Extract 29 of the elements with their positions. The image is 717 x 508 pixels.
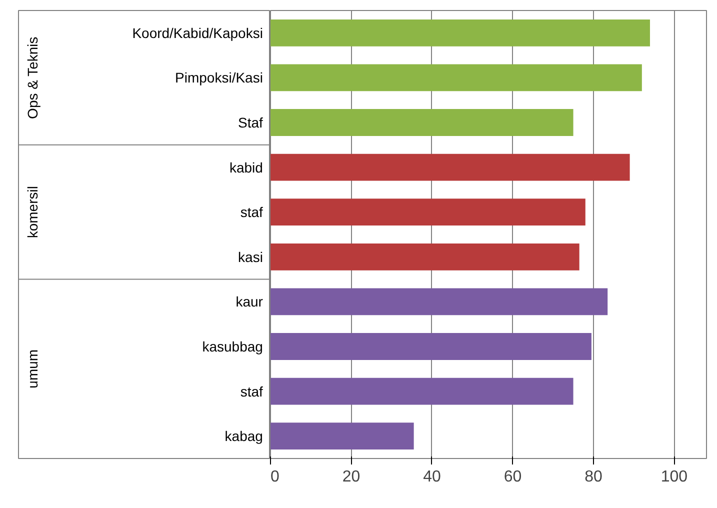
bar <box>270 422 414 450</box>
bar <box>270 243 580 270</box>
y-tick-label: kasubbag <box>202 338 263 354</box>
text: komersil <box>24 186 40 238</box>
x-tick-label: 20 <box>342 468 360 486</box>
y-tick-label: kabag <box>224 428 263 444</box>
y-tick-label: kasi <box>238 248 263 265</box>
bar <box>270 154 630 181</box>
text: Ops & Teknis <box>24 36 40 119</box>
bar <box>270 333 592 360</box>
y-tick-label: Pimpoksi/Kasi <box>175 70 263 86</box>
bar <box>270 198 586 226</box>
y-tick-label: staf <box>240 204 264 220</box>
bar <box>270 109 574 136</box>
x-tick-label: 40 <box>423 468 441 486</box>
y-tick-label: Staf <box>238 114 264 130</box>
bar <box>270 378 574 405</box>
y-tick-label: staf <box>240 383 264 400</box>
y-tick-label: Koord/Kabid/Kapoksi <box>132 24 263 41</box>
y-tick-label: kabid <box>229 159 263 176</box>
y-tick-label: kaur <box>236 294 264 310</box>
bar <box>270 288 608 316</box>
x-tick-label: 100 <box>660 468 688 486</box>
bar <box>270 64 642 92</box>
x-tick-label: 60 <box>504 468 522 486</box>
bar <box>270 19 650 46</box>
x-tick-label: 0 <box>270 468 280 486</box>
x-tick-label: 80 <box>584 468 602 486</box>
text: umum <box>24 349 40 388</box>
